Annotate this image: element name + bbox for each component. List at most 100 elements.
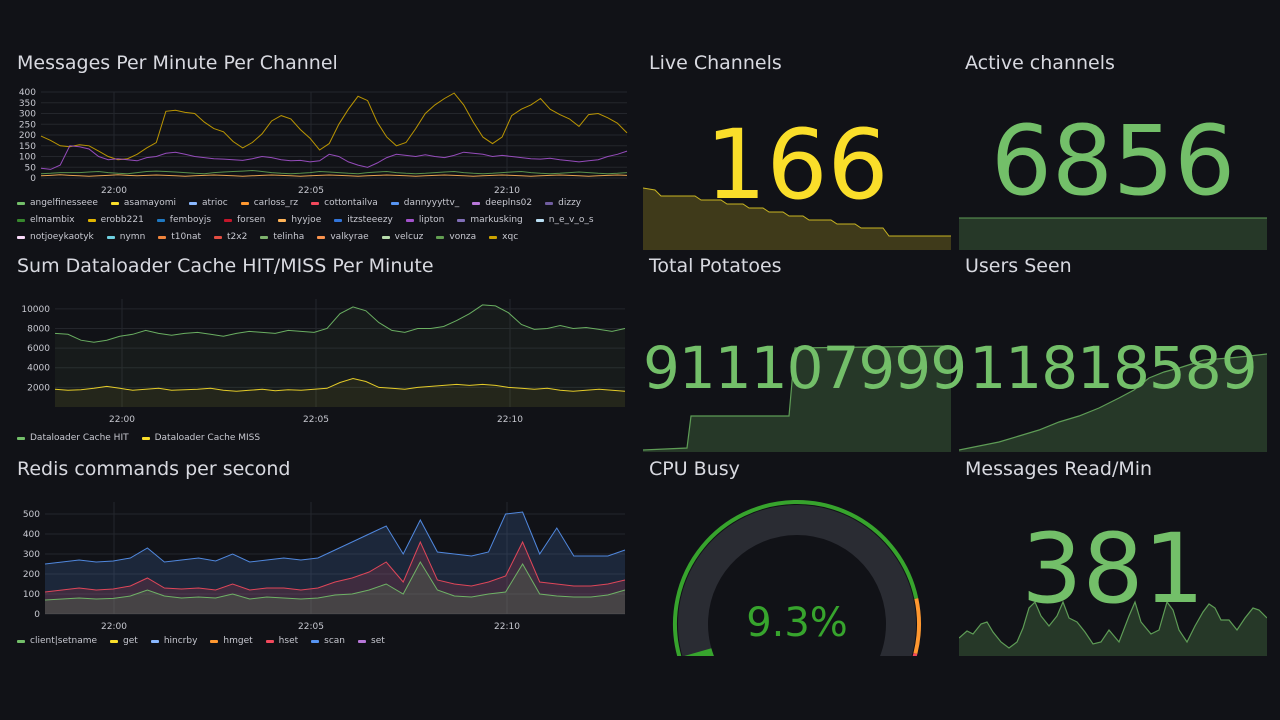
legend-label: xqc bbox=[502, 232, 519, 242]
gauge-value-arc bbox=[684, 647, 714, 656]
series-line[interactable] bbox=[54, 304, 626, 343]
series-line[interactable] bbox=[40, 174, 628, 177]
legend-item[interactable]: velcuz bbox=[381, 232, 423, 243]
legend-item[interactable]: deeplns02 bbox=[472, 198, 532, 209]
live-channels-title: Live Channels bbox=[649, 52, 782, 74]
messages-read-panel: Messages Read/Min 381 bbox=[959, 458, 1267, 656]
series-line[interactable] bbox=[40, 169, 628, 175]
legend-swatch bbox=[150, 640, 159, 643]
y-tick-label: 100 bbox=[19, 153, 36, 163]
legend-item[interactable]: asamayomi bbox=[110, 198, 176, 209]
legend-swatch bbox=[405, 219, 414, 222]
legend-swatch bbox=[106, 236, 115, 239]
cpu-busy-panel: CPU Busy 9.3% bbox=[643, 458, 951, 656]
legend-item[interactable]: notjoeykaotyk bbox=[17, 232, 94, 243]
legend-label: vonza bbox=[449, 232, 477, 242]
series-line[interactable] bbox=[44, 560, 626, 601]
legend-item[interactable]: hyyjoe bbox=[278, 215, 321, 226]
y-tick-label: 500 bbox=[23, 510, 40, 520]
legend-label: hmget bbox=[223, 636, 253, 646]
legend-swatch bbox=[436, 236, 445, 239]
legend-item[interactable]: markusking bbox=[457, 215, 523, 226]
legend-label: asamayomi bbox=[123, 198, 176, 208]
cache-legend: Dataloader Cache HIT Dataloader Cache MIS… bbox=[17, 433, 617, 444]
series-line[interactable] bbox=[40, 92, 628, 161]
legend-item[interactable]: atrioc bbox=[188, 198, 228, 209]
legend-label: hincrby bbox=[163, 636, 198, 646]
legend-label: deeplns02 bbox=[485, 198, 533, 208]
legend-label: angelfinesseee bbox=[30, 198, 98, 208]
legend-label: itzsteeezy bbox=[347, 215, 393, 225]
legend-item[interactable]: t2x2 bbox=[214, 232, 247, 243]
legend-item[interactable]: get bbox=[110, 636, 138, 647]
x-tick-label: 22:00 bbox=[109, 415, 135, 425]
x-tick-label: 22:00 bbox=[101, 186, 127, 196]
users-seen-panel: Users Seen 11818589 bbox=[959, 255, 1267, 453]
legend-swatch bbox=[17, 202, 25, 205]
series-line[interactable] bbox=[40, 145, 628, 170]
legend-item[interactable]: femboyjs bbox=[156, 215, 212, 226]
legend-item[interactable]: dizzy bbox=[545, 198, 581, 209]
series-line[interactable] bbox=[44, 511, 626, 565]
legend-item[interactable]: carloss_rz bbox=[240, 198, 299, 209]
messages-panel: Messages Per Minute Per Channel 0 50 100 15… bbox=[17, 52, 629, 248]
legend-swatch bbox=[535, 219, 544, 222]
legend-item[interactable]: forsen bbox=[224, 215, 265, 226]
series-line[interactable] bbox=[54, 377, 626, 392]
y-tick-label: 350 bbox=[19, 99, 36, 109]
legend-swatch bbox=[358, 640, 366, 643]
active-channels-panel: Active channels 6856 bbox=[959, 52, 1267, 250]
series-area bbox=[55, 304, 625, 407]
gauge-threshold-green bbox=[673, 500, 919, 656]
legend-item[interactable]: hincrby bbox=[150, 636, 198, 647]
legend-swatch bbox=[17, 437, 25, 440]
legend-item[interactable]: vonza bbox=[436, 232, 476, 243]
legend-label: carloss_rz bbox=[253, 198, 299, 208]
legend-label: hset bbox=[278, 636, 299, 646]
series-line[interactable] bbox=[44, 540, 626, 593]
legend-swatch bbox=[156, 219, 165, 222]
legend-label: n_e_v_o_s bbox=[548, 215, 594, 225]
total-potatoes-sparkline bbox=[643, 345, 951, 452]
legend-swatch bbox=[265, 640, 274, 643]
cache-chart[interactable]: 2000 4000 6000 8000 10000 22:00 22:05 22:10 bbox=[17, 255, 629, 430]
x-tick-label: 22:00 bbox=[101, 622, 127, 632]
y-tick-label: 200 bbox=[19, 131, 36, 141]
legend-swatch bbox=[240, 202, 249, 205]
y-tick-label: 100 bbox=[23, 590, 40, 600]
legend-item[interactable]: cottontailva bbox=[311, 198, 378, 209]
legend-label: hyyjoe bbox=[291, 215, 322, 225]
legend-item[interactable]: hmget bbox=[210, 636, 253, 647]
legend-label: forsen bbox=[237, 215, 266, 225]
legend-item[interactable]: valkyrae bbox=[317, 232, 369, 243]
legend-swatch bbox=[17, 219, 25, 222]
legend-item[interactable]: xqc bbox=[489, 232, 518, 243]
y-tick-label: 300 bbox=[23, 550, 40, 560]
legend-item[interactable]: nymn bbox=[106, 232, 145, 243]
legend-item[interactable]: telinha bbox=[260, 232, 304, 243]
redis-chart[interactable]: 0 100 200 300 400 500 22:00 22:05 22:10 bbox=[17, 458, 629, 633]
legend-item[interactable]: angelfinesseee bbox=[17, 198, 98, 209]
live-channels-panel: Live Channels 166 bbox=[643, 52, 951, 250]
legend-swatch bbox=[17, 640, 25, 643]
legend-item[interactable]: erobb221 bbox=[87, 215, 144, 226]
legend-item[interactable]: elmambix bbox=[17, 215, 75, 226]
legend-item[interactable]: set bbox=[358, 636, 385, 647]
legend-item[interactable]: itzsteeezy bbox=[334, 215, 393, 226]
legend-item[interactable]: dannyyyttv_ bbox=[390, 198, 459, 209]
legend-item[interactable]: Dataloader Cache HIT bbox=[17, 433, 129, 444]
legend-item[interactable]: hset bbox=[265, 636, 299, 647]
legend-label: telinha bbox=[273, 232, 305, 242]
legend-item[interactable]: t10nat bbox=[158, 232, 201, 243]
legend-item[interactable]: scan bbox=[311, 636, 345, 647]
legend-item[interactable]: lipton bbox=[405, 215, 444, 226]
legend-label: femboyjs bbox=[169, 215, 212, 225]
legend-item[interactable]: Dataloader Cache MISS bbox=[141, 433, 260, 444]
legend-item[interactable]: client|setname bbox=[17, 636, 97, 647]
legend-item[interactable]: n_e_v_o_s bbox=[535, 215, 594, 226]
legend-swatch bbox=[381, 236, 390, 239]
legend-swatch bbox=[545, 202, 554, 205]
legend-label: t2x2 bbox=[227, 232, 248, 242]
legend-label: dizzy bbox=[558, 198, 582, 208]
